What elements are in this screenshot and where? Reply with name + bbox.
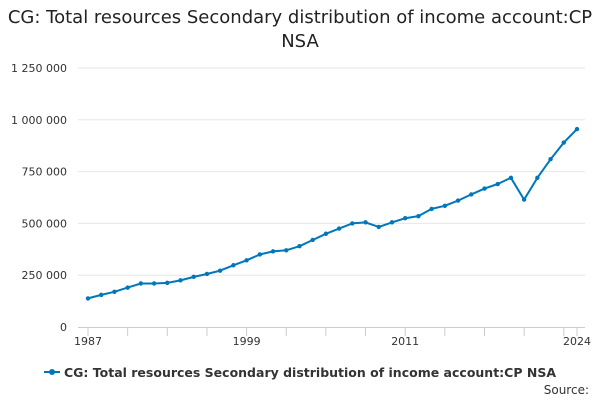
data-point[interactable]: [151, 281, 157, 286]
data-point[interactable]: [548, 156, 553, 162]
data-point[interactable]: [125, 285, 130, 290]
series-line[interactable]: [87, 128, 578, 300]
data-point[interactable]: [336, 226, 342, 231]
x-tick-label: 1999: [233, 335, 261, 348]
data-point[interactable]: [204, 271, 210, 277]
x-tick-label: 2024: [563, 335, 591, 348]
data-point[interactable]: [99, 292, 104, 298]
data-point[interactable]: [416, 213, 421, 219]
y-tick-label: 1 000 000: [11, 114, 67, 127]
data-point[interactable]: [323, 231, 329, 236]
data-point[interactable]: [284, 248, 289, 253]
data-point[interactable]: [178, 278, 183, 283]
data-point[interactable]: [482, 186, 487, 191]
data-point[interactable]: [138, 281, 144, 286]
data-point[interactable]: [350, 221, 355, 226]
data-point[interactable]: [363, 220, 368, 225]
x-axis: [78, 327, 585, 336]
data-point[interactable]: [191, 274, 196, 280]
source-label: Source:: [543, 383, 589, 397]
y-tick-label: 1 250 000: [11, 62, 67, 75]
legend-line-marker-icon: [43, 368, 60, 375]
chart-title: CG: Total resources Secondary distributi…: [7, 7, 593, 52]
data-point[interactable]: [469, 192, 474, 197]
data-point[interactable]: [310, 237, 315, 243]
data-point[interactable]: [217, 268, 223, 273]
data-point[interactable]: [231, 263, 236, 268]
data-point[interactable]: [455, 198, 461, 203]
y-tick-label: 500 000: [22, 217, 68, 230]
data-point[interactable]: [442, 203, 448, 208]
grid-lines: [78, 67, 585, 276]
x-axis-tick-labels: 1987 1999 2011 2024: [74, 335, 591, 348]
data-point[interactable]: [561, 140, 566, 145]
data-point[interactable]: [574, 126, 580, 132]
data-point[interactable]: [535, 175, 540, 181]
data-point[interactable]: [270, 249, 276, 254]
data-point[interactable]: [165, 280, 170, 286]
data-point[interactable]: [389, 220, 395, 225]
data-point[interactable]: [257, 252, 263, 257]
data-point[interactable]: [244, 258, 249, 263]
data-point[interactable]: [402, 216, 408, 221]
data-point[interactable]: [297, 243, 302, 249]
x-tick-label: 1987: [74, 335, 102, 348]
data-point[interactable]: [376, 224, 381, 230]
y-axis-tick-labels: 0 250 000 500 000 750 000 1 000 000 1 250 000: [11, 62, 67, 334]
y-tick-label: 250 000: [22, 269, 68, 282]
data-point[interactable]: [508, 175, 514, 181]
data-point[interactable]: [521, 197, 527, 202]
data-point[interactable]: [429, 206, 434, 212]
data-series[interactable]: [85, 126, 580, 301]
data-point[interactable]: [495, 181, 500, 187]
legend[interactable]: CG: Total resources Secondary distributi…: [0, 365, 600, 380]
y-tick-label: 0: [60, 321, 67, 334]
data-point[interactable]: [112, 289, 117, 294]
x-tick-label: 2011: [391, 335, 419, 348]
legend-label: CG: Total resources Secondary distributi…: [63, 365, 557, 380]
data-point[interactable]: [85, 296, 91, 301]
y-tick-label: 750 000: [22, 166, 68, 179]
